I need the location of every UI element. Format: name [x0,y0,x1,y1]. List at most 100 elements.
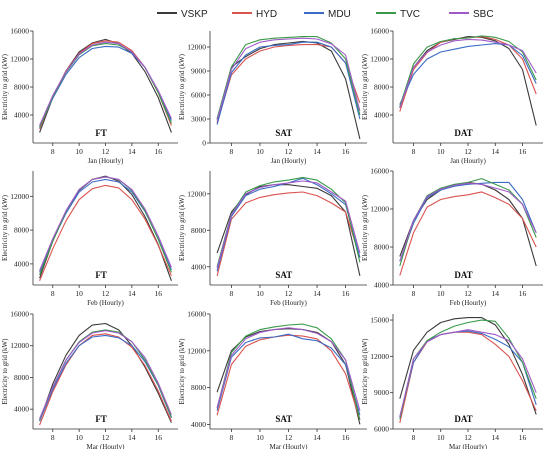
x-axis-label: Feb (Hourly) [450,299,487,307]
x-tick-label: 12 [285,147,293,156]
panel-tag: DAT [454,414,472,424]
series-line-mdu [216,177,361,272]
x-tick-label: 16 [154,433,162,442]
panel-tag: FT [95,270,107,280]
x-tick-label: 16 [154,289,162,298]
x-tick-label: 10 [256,289,264,298]
x-tick-label: 8 [230,433,234,442]
series-line-mdu [399,43,537,105]
x-tick-label: 12 [464,289,472,298]
series-line-vskp [39,175,172,281]
y-tick-label: 15000 [370,316,389,325]
series-line-tvc [399,319,537,420]
x-tick-label: 8 [230,147,234,156]
legend: VSKP HYD MDU TVC SBC [157,9,494,20]
series-line-mdu [216,333,361,416]
y-tick-label: 4000 [14,259,29,268]
x-tick-label: 14 [313,289,321,298]
y-tick-label: 12000 [10,192,29,201]
y-tick-label: 12000 [370,352,389,361]
y-tick-label: 16000 [10,310,29,319]
x-tick-label: 12 [285,289,293,298]
series-line-tvc [399,35,537,107]
x-tick-label: 16 [519,289,527,298]
x-tick-label: 10 [75,147,83,156]
series-line-sbc [216,327,361,411]
series-line-mdu [216,41,361,125]
x-tick-label: 10 [437,147,445,156]
y-tick-label: 12000 [187,346,206,355]
x-tick-label: 14 [492,433,500,442]
panel-mar-ft: 8 10 12 14 16 4000 8000 12000 16000 FT Mar (Hourly… [1,310,178,449]
x-tick-label: 12 [102,433,110,442]
y-axis-label: Electricity to grid (kW) [1,53,9,120]
series-line-vskp [39,322,172,423]
series-line-mdu [39,45,172,128]
x-tick-label: 10 [75,289,83,298]
y-tick-label: 12000 [370,205,389,214]
y-tick-label: 8000 [14,226,29,235]
y-axis-label: Electricity to grid (kW) [361,53,369,120]
x-tick-label: 14 [313,433,321,442]
y-tick-label: 16000 [10,27,29,36]
x-axis-label: Jan (Hourly) [450,157,486,165]
panel-tag: FT [95,414,107,424]
y-tick-label: 16000 [370,167,389,176]
x-tick-label: 8 [51,147,55,156]
panel-mar-dat: 8 10 12 14 16 6000 9000 12000 15000 DAT Mar (Hourl… [361,314,543,449]
y-tick-label: 12000 [10,341,29,350]
panel-mar-sat: 8 10 12 14 16 4000 8000 12000 16000 SAT Mar (Hourl… [178,310,367,449]
x-tick-label: 16 [519,433,527,442]
series-line-sbc [39,176,172,271]
y-axis-label: Electricity to grid (kW) [178,338,186,405]
x-tick-label: 16 [154,147,162,156]
panel-tag: SAT [275,270,292,280]
y-tick-label: 4000 [191,420,206,429]
y-tick-label: 6000 [191,91,206,100]
y-tick-label: 8000 [374,83,389,92]
panel-feb-dat: 8 10 12 14 16 4000 8000 12000 16000 DAT Feb (Hourl… [361,167,543,307]
series-line-hyd [399,331,537,424]
x-tick-label: 8 [412,289,416,298]
series-line-hyd [216,334,361,420]
y-tick-label: 8000 [191,226,206,235]
series-line-tvc [216,36,361,120]
y-tick-label: 9000 [374,388,389,397]
panel-tag: SAT [275,128,292,138]
y-tick-label: 12000 [370,55,389,64]
series-line-sbc [399,329,537,418]
y-tick-label: 6000 [374,425,389,434]
x-tick-label: 10 [437,289,445,298]
series-line-vskp [216,184,361,277]
series-line-sbc [399,38,537,109]
y-axis-label: Electricity to grid (kW) [178,53,186,120]
x-axis-label: Mar (Hourly) [270,443,309,449]
x-tick-label: 10 [256,433,264,442]
x-tick-label: 8 [230,289,234,298]
panel-tag: FT [95,128,107,138]
x-tick-label: 12 [102,289,110,298]
x-tick-label: 8 [412,433,416,442]
series-line-mdu [39,334,172,422]
y-axis-label: Electricity to grid (kW) [361,338,369,405]
panel-feb-sat: 8 10 12 14 16 4000 8000 12000 SAT Feb (Hourly) Ele… [178,171,367,307]
x-tick-label: 14 [128,147,136,156]
y-axis-label: Electricity to grid (kW) [1,338,9,405]
x-tick-label: 10 [437,433,445,442]
legend-label: VSKP [181,9,208,20]
panel-tag: SAT [275,414,292,424]
y-tick-label: 12000 [187,43,206,52]
legend-label: SBC [473,9,494,20]
legend-entry-mdu: MDU [304,9,351,20]
x-tick-label: 8 [51,289,55,298]
series-line-mdu [399,330,537,418]
x-tick-label: 16 [342,289,350,298]
series-line-sbc [216,180,361,269]
panel-tag: DAT [454,270,472,280]
x-tick-label: 8 [412,147,416,156]
y-tick-label: 4000 [14,111,29,120]
series-line-sbc [216,37,361,121]
x-axis-label: Jan (Hourly) [88,157,124,165]
x-tick-label: 14 [492,147,500,156]
